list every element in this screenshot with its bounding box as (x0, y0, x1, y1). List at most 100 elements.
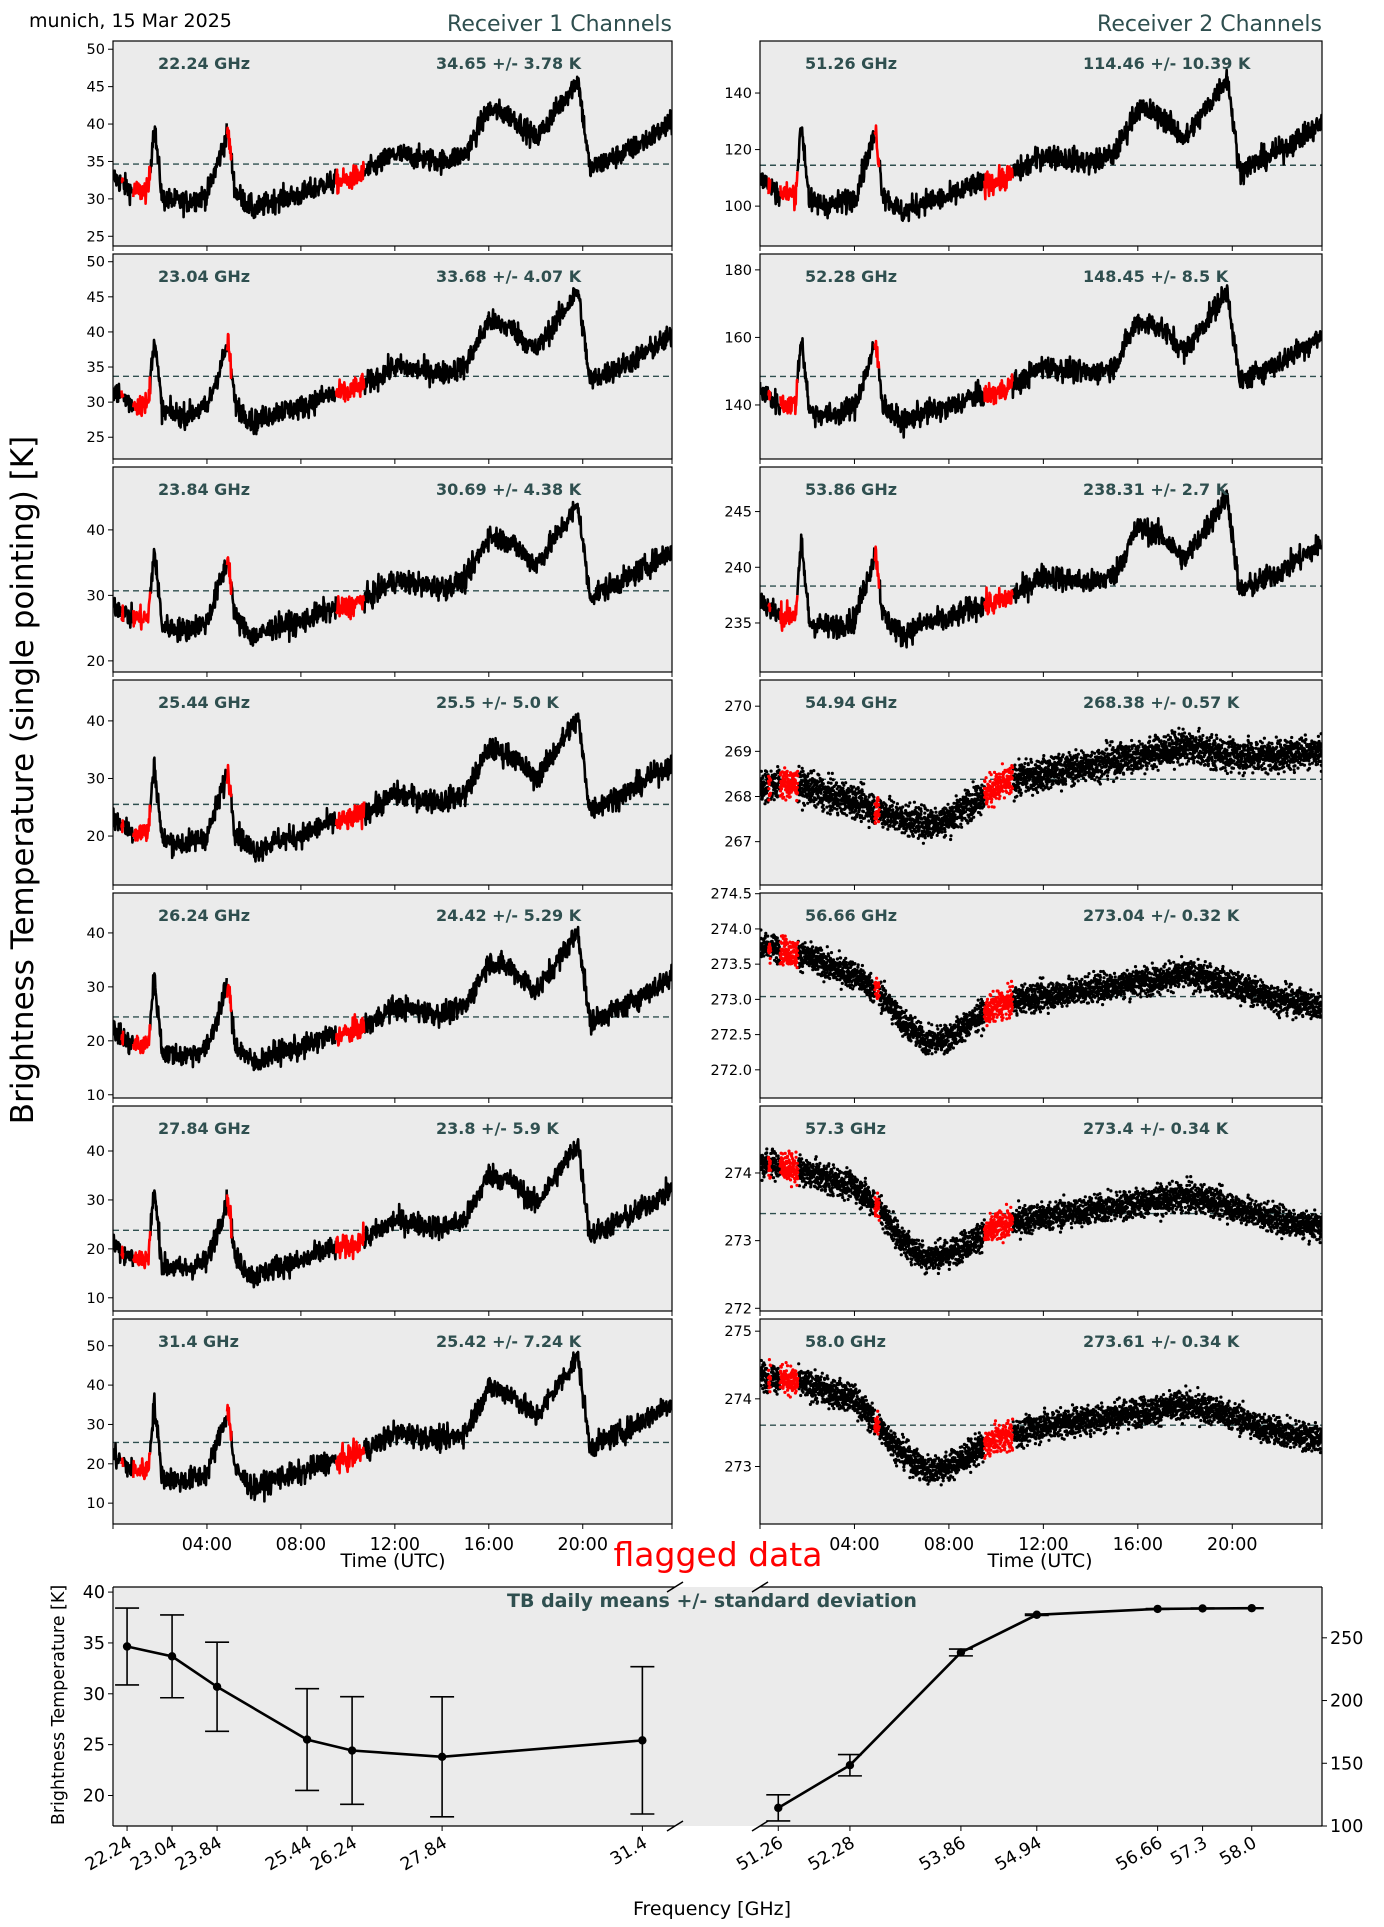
plot-area (760, 284, 1322, 439)
mean-tb-point (167, 1652, 177, 1661)
y-tick-label: 35 (87, 154, 105, 170)
channel-panel: 272.0 272.5 273.0 273.5 274.0 274.5 56.66 GHz 2… (710, 887, 1323, 1103)
y-tick-label: 25 (83, 1736, 105, 1756)
x-tick-label: 25.44 (262, 1833, 315, 1875)
y-tick-label: 20 (87, 1242, 105, 1258)
tb-time-series (760, 489, 1322, 649)
channel-panel: 25 30 35 40 45 50 22.24 GHz 34.65 +/- 3.78 K (87, 40, 673, 251)
y-tick-label: 20 (83, 1786, 105, 1806)
tb-flagged-series (120, 1403, 366, 1481)
channel-stats-label: 273.61 +/- 0.34 K (1083, 1332, 1240, 1351)
y-tick-label: 40 (87, 714, 105, 730)
channel-stats-label: 273.4 +/- 0.34 K (1083, 1119, 1229, 1138)
plot-area (760, 1147, 1322, 1276)
mean-tb-point (1198, 1604, 1207, 1613)
frequency-axis-label: Frequency [GHz] (633, 1898, 791, 1920)
y-tick-label: 20 (87, 829, 105, 845)
channel-frequency-label: 23.04 GHz (158, 267, 250, 286)
channel-stats-label: 33.68 +/- 4.07 K (436, 267, 582, 286)
tb-time-series (113, 1138, 672, 1289)
tb-time-series (113, 500, 672, 647)
tb-flagged-points (766, 762, 1015, 825)
y-tick-label: 25 (87, 430, 105, 446)
y-tick-label: 50 (87, 255, 105, 271)
y-tick-label: 25 (87, 229, 105, 245)
channel-stats-label: 148.45 +/- 8.5 K (1083, 267, 1229, 286)
x-tick-label: 08:00 (924, 1535, 974, 1555)
time-axis-label-right: Time (UTC) (986, 1550, 1092, 1572)
x-tick-label: 56.66 (1113, 1833, 1166, 1875)
y-tick-label: 30 (87, 588, 105, 604)
x-tick-label: 23.84 (172, 1833, 225, 1875)
axis-break-mark (666, 1581, 684, 1593)
summary-y-axis-label: Brightness Temperature [K] (49, 1585, 69, 1825)
tb-time-series (113, 712, 672, 863)
panel-frame (759, 1105, 1323, 1312)
channel-panel: 20 30 40 23.84 GHz 30.69 +/- 4.38 K (87, 466, 673, 677)
y-tick-label: 10 (87, 1088, 105, 1104)
y-tick-label: 180 (724, 263, 752, 279)
mean-tb-point (774, 1803, 783, 1813)
y-tick-label: 45 (87, 80, 105, 96)
tb-flagged-points (766, 1149, 1015, 1245)
x-tick-label: 27.84 (397, 1833, 450, 1875)
mean-tb-point (437, 1752, 447, 1762)
panel-background (113, 41, 672, 246)
channel-frequency-label: 26.24 GHz (158, 906, 250, 925)
plot-area (113, 925, 672, 1072)
x-tick-label: 04:00 (829, 1535, 879, 1555)
time-axis-label-left: Time (UTC) (339, 1550, 445, 1572)
tb-time-series (113, 75, 672, 220)
channel-stats-label: 23.8 +/- 5.9 K (436, 1119, 559, 1138)
x-tick-label: 16:00 (464, 1535, 514, 1555)
panel-frame (759, 40, 1323, 247)
channel-panel: 267 268 269 270 54.94 GHz 268.38 +/- 0.57 K (724, 679, 1323, 890)
y-tick-label: 20 (87, 1034, 105, 1050)
x-tick-label: 26.24 (307, 1833, 360, 1875)
x-tick-label: 31.4 (607, 1833, 651, 1870)
y-tick-label: 120 (724, 143, 752, 159)
receiver1-panels: 25 30 35 40 45 50 22.24 GHz 34.65 +/- 3.78 K 25 3… (87, 40, 673, 1555)
y-tick-label: 30 (87, 1417, 105, 1433)
y-tick-label: 200 (1330, 1692, 1363, 1712)
tb-flagged-series (120, 332, 366, 418)
y-tick-label: 30 (87, 395, 105, 411)
y-tick-label: 30 (87, 1193, 105, 1209)
x-tick-label: 12:00 (370, 1535, 420, 1555)
x-tick-label: 16:00 (1113, 1535, 1163, 1555)
mean-tb-point (1247, 1603, 1256, 1613)
x-tick-label: 08:00 (276, 1535, 326, 1555)
y-tick-label: 273 (724, 1234, 752, 1250)
tb-flagged-series (767, 124, 1014, 212)
mean-tb-point (1032, 1610, 1041, 1619)
tb-flagged-series (120, 126, 366, 205)
tb-time-series (113, 925, 672, 1072)
plot-area (760, 68, 1322, 223)
channel-frequency-label: 57.3 GHz (805, 1119, 886, 1138)
x-tick-label: 54.94 (992, 1833, 1045, 1875)
y-tick-label: 245 (724, 505, 752, 521)
y-tick-label: 20 (87, 654, 105, 670)
tb-time-series (113, 1350, 672, 1503)
y-tick-label: 273 (724, 1459, 752, 1475)
tb-flagged-points (766, 1358, 1015, 1460)
axis-break-mark (666, 1820, 684, 1832)
channel-frequency-label: 27.84 GHz (158, 1119, 250, 1138)
receiver1-title: Receiver 1 Channels (447, 12, 672, 37)
y-tick-label: 272.0 (710, 1063, 752, 1079)
mean-tb-point (302, 1735, 312, 1744)
tb-flagged-series (767, 545, 1014, 632)
tb-flagged-series (120, 1194, 365, 1270)
y-tick-label: 272 (724, 1301, 752, 1317)
y-tick-label: 235 (724, 616, 752, 632)
plot-area (113, 712, 672, 863)
channel-panel: 10 20 30 40 50 04:00 08:00 12:00 16:00 20:00 31.4 … (87, 1318, 673, 1555)
mean-tb-point (638, 1736, 647, 1745)
y-tick-label: 50 (87, 1339, 105, 1355)
y-tick-label: 270 (724, 699, 752, 715)
panel-frame (759, 253, 1323, 460)
channel-frequency-label: 25.44 GHz (158, 693, 250, 712)
channel-stats-label: 114.46 +/- 10.39 K (1083, 54, 1251, 73)
plot-area (760, 489, 1322, 649)
